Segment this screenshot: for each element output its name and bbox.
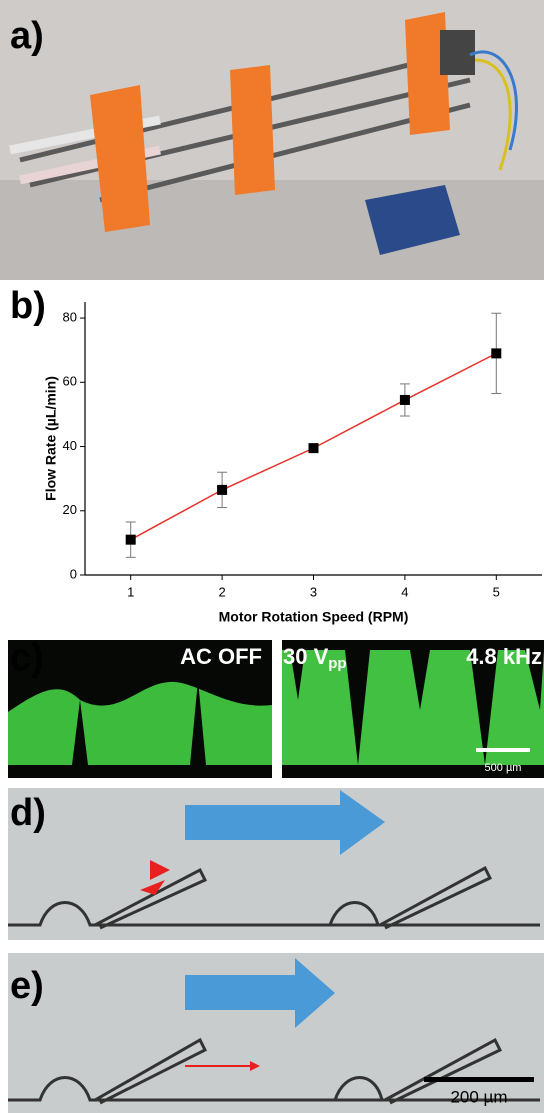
micrograph-c: [8, 640, 544, 778]
overlay-text: 4.8 kHz: [466, 644, 542, 669]
overlay-text: 30 V: [283, 644, 329, 669]
overlay-text: 30 Vpp: [283, 644, 347, 672]
micrograph-e: [8, 953, 544, 1113]
x-tick-label: 3: [310, 584, 317, 599]
panel-label: a): [10, 15, 44, 57]
data-point: [217, 484, 228, 495]
overlay-subscript: pp: [328, 655, 346, 672]
x-tick-label: 1: [127, 584, 134, 599]
x-tick-label: 4: [401, 584, 408, 599]
data-point: [125, 534, 136, 545]
panel-label: c): [10, 637, 44, 679]
x-tick-label: 2: [218, 584, 225, 599]
y-tick-label: 60: [63, 374, 77, 389]
panel-label: e): [10, 965, 44, 1007]
y-tick-label: 80: [63, 309, 77, 324]
y-tick-label: 40: [63, 438, 77, 453]
data-point: [308, 443, 319, 454]
overlay-text: AC OFF: [180, 644, 262, 669]
data-point: [399, 394, 410, 405]
scale-bar-label: 500 µm: [485, 762, 522, 774]
x-axis-label: Motor Rotation Speed (RPM): [219, 609, 409, 625]
y-axis-label: Flow Rate (µL/min): [43, 376, 59, 501]
x-tick-label: 5: [493, 584, 500, 599]
photo-a: [0, 0, 544, 280]
y-tick-label: 20: [63, 502, 77, 517]
chart-b: 0 20 40 60 80 1 2 3 4 5 Motor Rotation Speed (RPM)…: [43, 302, 542, 625]
micrograph-d: [8, 788, 544, 940]
data-point: [491, 348, 502, 359]
panel-label: d): [10, 792, 46, 834]
scale-bar-label: 200 µm: [450, 1087, 507, 1106]
y-tick-label: 0: [70, 566, 77, 581]
panel-label: b): [10, 285, 46, 327]
